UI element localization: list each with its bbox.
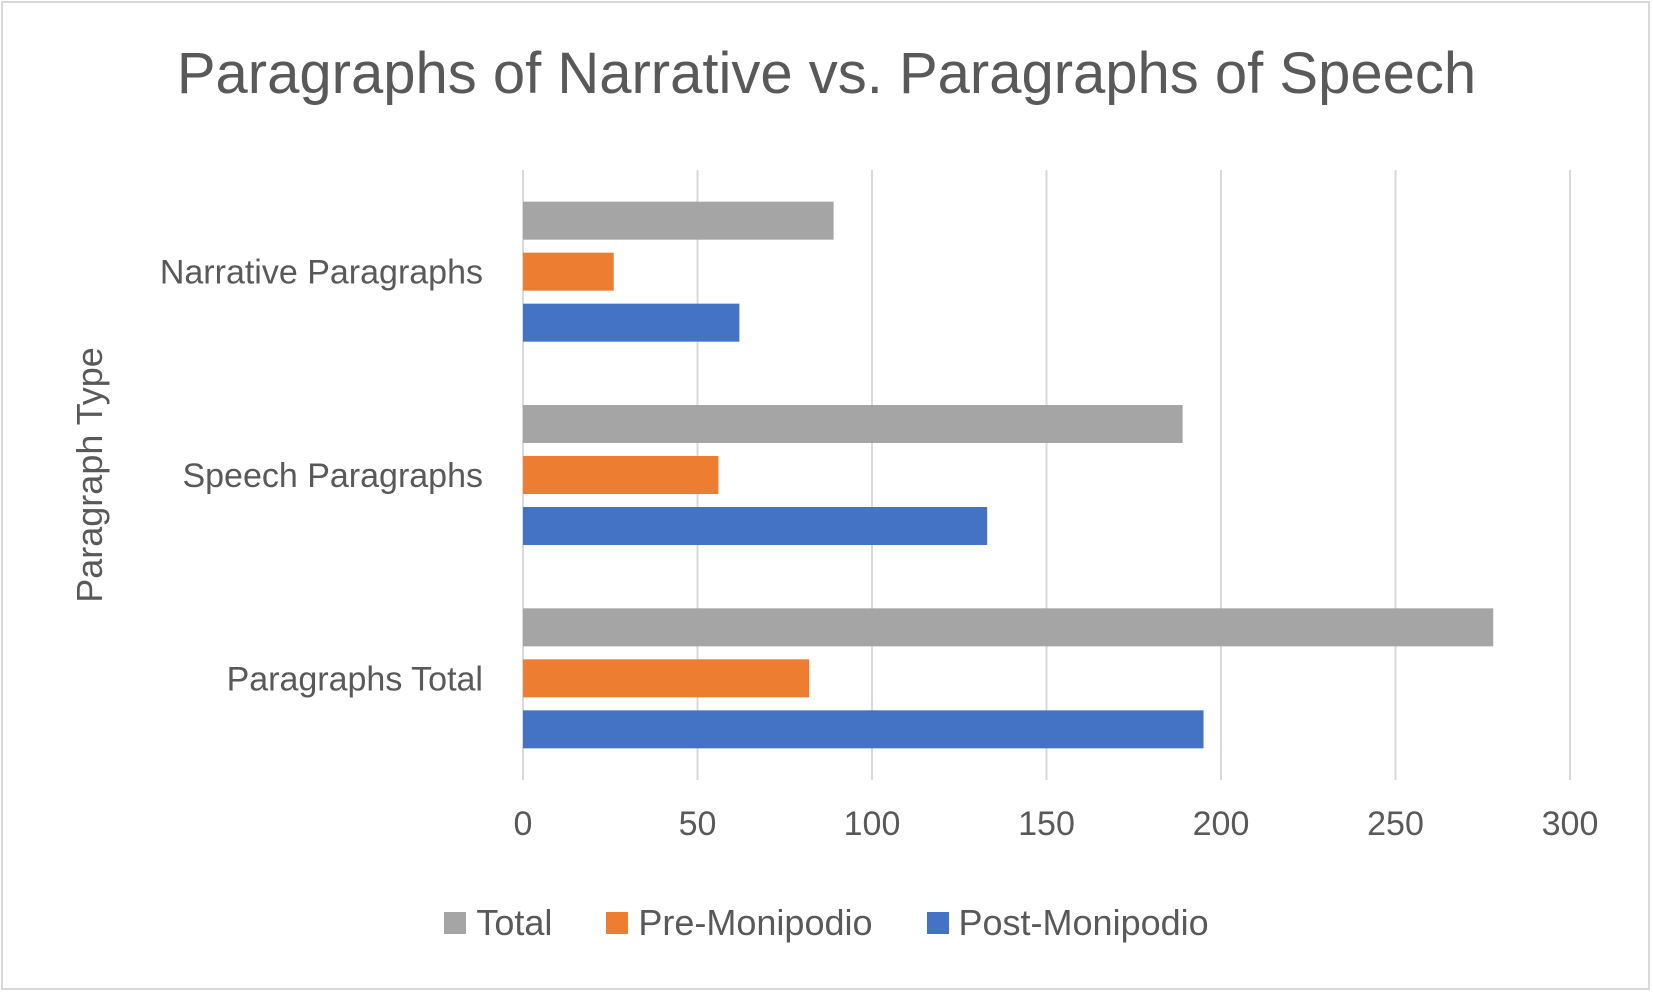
x-tick-label: 300	[1542, 805, 1599, 843]
legend-item: Post-Monipodio	[926, 902, 1209, 944]
x-tick-label: 50	[679, 805, 717, 843]
x-tick-label: 200	[1193, 805, 1250, 843]
x-tick-label: 250	[1367, 805, 1424, 843]
x-tick-label: 0	[514, 805, 533, 843]
legend-label: Pre-Monipodio	[638, 902, 873, 943]
legend-swatch	[606, 912, 629, 934]
category-label: Speech Paragraphs	[182, 457, 483, 495]
bar	[523, 659, 810, 698]
bar	[523, 507, 988, 545]
x-tick-label: 100	[844, 805, 901, 843]
legend: Total Pre-Monipodio Post-Monipodio	[0, 902, 1653, 944]
bar	[523, 710, 1204, 749]
bar	[523, 608, 1494, 647]
bar	[523, 405, 1183, 443]
legend-item: Pre-Monipodio	[606, 902, 873, 944]
legend-swatch	[444, 912, 467, 934]
chart-title: Paragraphs of Narrative vs. Paragraphs o…	[176, 41, 1477, 106]
gridlines	[522, 170, 1571, 780]
bar	[523, 201, 834, 240]
category-label: Paragraphs Total	[227, 660, 483, 698]
bar	[523, 303, 740, 342]
category-label: Narrative Paragraphs	[160, 254, 483, 292]
legend-label: Post-Monipodio	[958, 902, 1209, 943]
x-tick-label: 150	[1018, 805, 1075, 843]
bars	[523, 201, 1494, 749]
legend-swatch	[926, 912, 949, 934]
y-axis-category-labels: Narrative Paragraphs Speech Paragraphs Par…	[160, 254, 483, 699]
bar	[523, 456, 719, 494]
x-axis-tick-labels: 0 50 100 150 200 250 300	[514, 805, 1599, 843]
legend-item: Total	[444, 902, 552, 944]
legend-label: Total	[476, 902, 553, 943]
bar	[523, 252, 614, 291]
